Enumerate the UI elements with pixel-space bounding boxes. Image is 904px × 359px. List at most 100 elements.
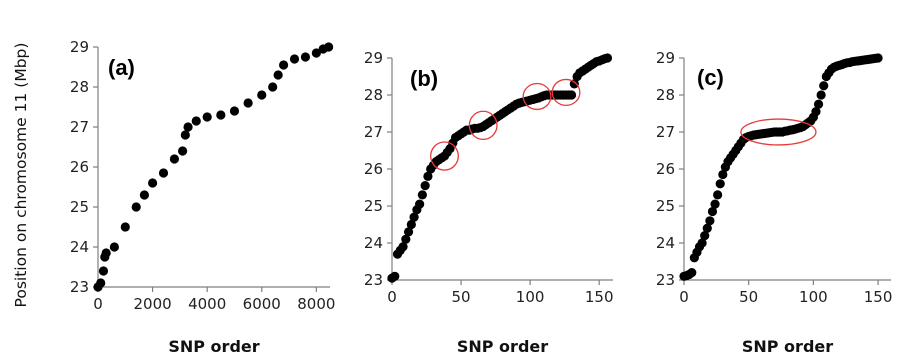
data-point: [216, 110, 226, 120]
data-point: [202, 112, 212, 122]
data-point: [169, 154, 180, 164]
y-tick-label: 28: [656, 86, 675, 104]
highlight-ellipse: [522, 82, 552, 111]
y-tick-label: 27: [70, 118, 89, 136]
y-tick-label: 28: [70, 78, 89, 96]
data-point: [289, 54, 300, 64]
data-point: [705, 216, 715, 226]
data-point: [401, 234, 411, 244]
data-point: [98, 266, 109, 276]
data-point: [403, 227, 414, 237]
data-point: [398, 242, 408, 252]
data-point: [183, 122, 193, 132]
y-tick-label: 26: [364, 160, 383, 178]
data-point: [131, 202, 141, 212]
y-tick-label: 29: [364, 49, 383, 67]
y-tick-label: 24: [364, 234, 383, 252]
data-point: [697, 238, 707, 248]
data-point: [813, 99, 824, 109]
x-tick-label: 4000: [188, 295, 226, 313]
x-tick-label: 100: [799, 288, 828, 306]
x-tick-label: 0: [679, 288, 689, 306]
data-point: [139, 190, 149, 200]
data-point: [268, 82, 278, 92]
panel-label: (a): [108, 55, 135, 80]
y-tick-label: 25: [70, 198, 89, 216]
y-tick-label: 23: [70, 278, 89, 296]
data-point: [229, 106, 240, 116]
data-point: [420, 181, 430, 191]
y-tick-label: 28: [364, 86, 383, 104]
data-point: [569, 79, 579, 89]
data-point: [257, 90, 267, 100]
y-tick-label: 25: [364, 197, 383, 215]
x-tick-label: 2000: [133, 295, 171, 313]
x-tick-label: 100: [516, 288, 545, 306]
data-point: [713, 190, 723, 200]
highlight-ellipse: [468, 110, 498, 141]
data-point: [718, 169, 728, 180]
data-point: [816, 90, 826, 100]
panels: 23 24 25 26 27 28 29 0 2000 4000 6000 8000 SNP order…: [70, 38, 892, 356]
x-tick-label: 50: [739, 288, 758, 306]
data-point: [311, 48, 321, 58]
y-axis-title: Position on chromosome 11 (Mbp): [12, 43, 30, 308]
highlight-ellipse: [430, 141, 459, 171]
x-tick-label: 8000: [297, 295, 335, 313]
data-point: [300, 52, 311, 62]
data-point: [715, 179, 725, 189]
y-tick-label: 23: [364, 271, 383, 289]
data-point: [243, 98, 253, 108]
chart-panel-2: 23 24 25 26 27 28 29 0 50 100 150 SNP order (b): [364, 49, 614, 356]
panel-label: (c): [697, 65, 724, 90]
data-point: [687, 268, 697, 278]
data-point: [180, 130, 190, 140]
data-point: [109, 242, 119, 252]
data-point: [566, 90, 577, 100]
x-tick-label: 150: [585, 288, 614, 306]
data-point: [415, 199, 425, 209]
y-tick-label: 24: [656, 234, 675, 252]
data-point: [707, 206, 718, 217]
data-point: [602, 53, 613, 63]
data-point: [811, 107, 821, 117]
y-tick-label: 27: [364, 123, 383, 141]
panel-label: (b): [410, 66, 438, 91]
chart-panel-3: 23 24 25 26 27 28 29 0 50 100 150 SNP order (c): [656, 49, 892, 356]
data-point: [873, 53, 883, 63]
y-tick-label: 29: [656, 49, 675, 67]
y-tick-label: 26: [656, 160, 675, 178]
data-point: [279, 60, 289, 70]
x-tick-label: 150: [864, 288, 893, 306]
x-tick-label: 0: [93, 295, 103, 313]
data-point: [178, 146, 188, 156]
data-point: [101, 248, 111, 258]
highlight-ellipse: [740, 118, 817, 146]
chart-panel-1: 23 24 25 26 27 28 29 0 2000 4000 6000 8000 SNP order…: [70, 38, 336, 356]
x-axis-title: SNP order: [457, 337, 548, 356]
data-point: [96, 278, 106, 288]
data-point: [700, 231, 710, 241]
data-point: [158, 168, 169, 178]
x-axis-title: SNP order: [168, 337, 259, 356]
y-tick-label: 23: [656, 271, 675, 289]
highlight-ellipse: [551, 78, 581, 107]
y-tick-label: 25: [656, 197, 675, 215]
data-point: [417, 190, 427, 200]
data-point: [406, 219, 416, 230]
y-tick-label: 29: [70, 38, 89, 56]
data-point: [147, 178, 158, 188]
data-point: [702, 223, 712, 233]
x-tick-label: 6000: [243, 295, 281, 313]
x-tick-label: 0: [387, 288, 397, 306]
y-tick-label: 27: [656, 123, 675, 141]
y-tick-label: 26: [70, 158, 89, 176]
data-point: [273, 70, 283, 80]
x-tick-label: 50: [452, 288, 471, 306]
y-tick-label: 24: [70, 238, 89, 256]
data-point: [423, 171, 433, 181]
data-point: [120, 222, 130, 232]
data-point: [191, 116, 201, 126]
data-point: [390, 271, 400, 281]
